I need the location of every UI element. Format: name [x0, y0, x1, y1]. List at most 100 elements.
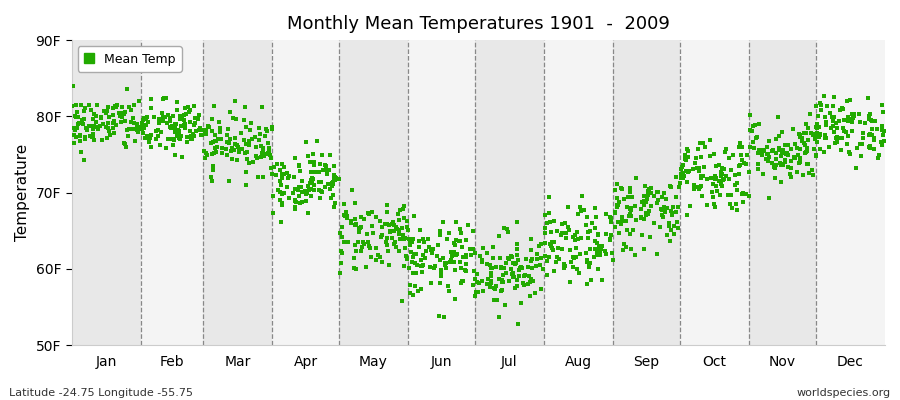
Point	[588, 205, 602, 211]
Point	[875, 126, 889, 133]
Point	[296, 189, 310, 195]
Point	[167, 129, 182, 135]
Point	[249, 153, 264, 160]
Point	[204, 174, 219, 180]
Point	[80, 127, 94, 134]
Point	[726, 151, 741, 158]
Point	[713, 192, 727, 199]
Point	[310, 138, 324, 144]
Point	[710, 188, 724, 194]
Point	[518, 282, 532, 288]
Point	[505, 254, 519, 260]
Point	[424, 246, 438, 253]
Point	[173, 113, 187, 119]
Point	[832, 134, 847, 141]
Bar	[613, 40, 680, 345]
Point	[644, 185, 658, 191]
Point	[542, 254, 556, 260]
Point	[463, 246, 477, 252]
Point	[844, 128, 859, 134]
Point	[591, 232, 606, 238]
Point	[93, 122, 107, 129]
Point	[842, 116, 857, 122]
Point	[220, 152, 234, 158]
Point	[466, 246, 481, 252]
Point	[65, 103, 79, 109]
Point	[183, 119, 197, 125]
Point	[514, 300, 528, 306]
Point	[724, 192, 739, 198]
Point	[656, 206, 670, 212]
Point	[704, 175, 718, 182]
Point	[557, 261, 572, 268]
Point	[420, 236, 435, 242]
Point	[658, 208, 672, 215]
Point	[572, 270, 587, 276]
Point	[339, 213, 354, 220]
Point	[375, 259, 390, 265]
Point	[693, 184, 707, 190]
Point	[755, 147, 770, 154]
Point	[110, 102, 124, 108]
Point	[262, 144, 276, 151]
Point	[72, 120, 86, 126]
Point	[84, 106, 98, 113]
Point	[113, 112, 128, 118]
Point	[580, 229, 595, 236]
Point	[667, 223, 681, 229]
Point	[280, 184, 294, 190]
Point	[177, 112, 192, 119]
Point	[734, 140, 748, 146]
Point	[389, 243, 403, 250]
Point	[813, 132, 827, 138]
Point	[287, 174, 302, 180]
Point	[628, 252, 643, 258]
Point	[670, 219, 684, 225]
Point	[128, 138, 142, 144]
Point	[347, 265, 362, 271]
Point	[68, 127, 82, 133]
Point	[506, 260, 520, 266]
Point	[151, 127, 166, 133]
Point	[719, 172, 733, 179]
Point	[414, 263, 428, 269]
Point	[191, 116, 205, 123]
Point	[433, 232, 447, 238]
Point	[168, 152, 183, 158]
Point	[775, 129, 789, 135]
Point	[510, 257, 525, 263]
Point	[365, 230, 380, 236]
Point	[747, 144, 761, 151]
Point	[315, 151, 329, 158]
Point	[409, 270, 423, 276]
Point	[221, 126, 236, 132]
Point	[644, 203, 658, 209]
Point	[546, 247, 561, 254]
Point	[801, 161, 815, 168]
Point	[529, 262, 544, 269]
Point	[137, 115, 151, 122]
Point	[335, 250, 349, 256]
Point	[647, 193, 662, 199]
Point	[509, 241, 524, 247]
Point	[238, 169, 253, 176]
Point	[665, 212, 680, 218]
Point	[623, 206, 637, 212]
Point	[472, 252, 487, 259]
Point	[784, 173, 798, 180]
Point	[387, 227, 401, 234]
Point	[204, 151, 219, 157]
Point	[522, 273, 536, 279]
Point	[806, 132, 820, 138]
Point	[262, 148, 276, 155]
Point	[484, 280, 499, 287]
Point	[306, 159, 320, 166]
Point	[403, 241, 418, 247]
Point	[223, 136, 238, 142]
Point	[249, 144, 264, 150]
Point	[715, 181, 729, 187]
Point	[490, 264, 504, 270]
Point	[634, 214, 648, 221]
Point	[467, 268, 482, 274]
Point	[765, 148, 779, 154]
